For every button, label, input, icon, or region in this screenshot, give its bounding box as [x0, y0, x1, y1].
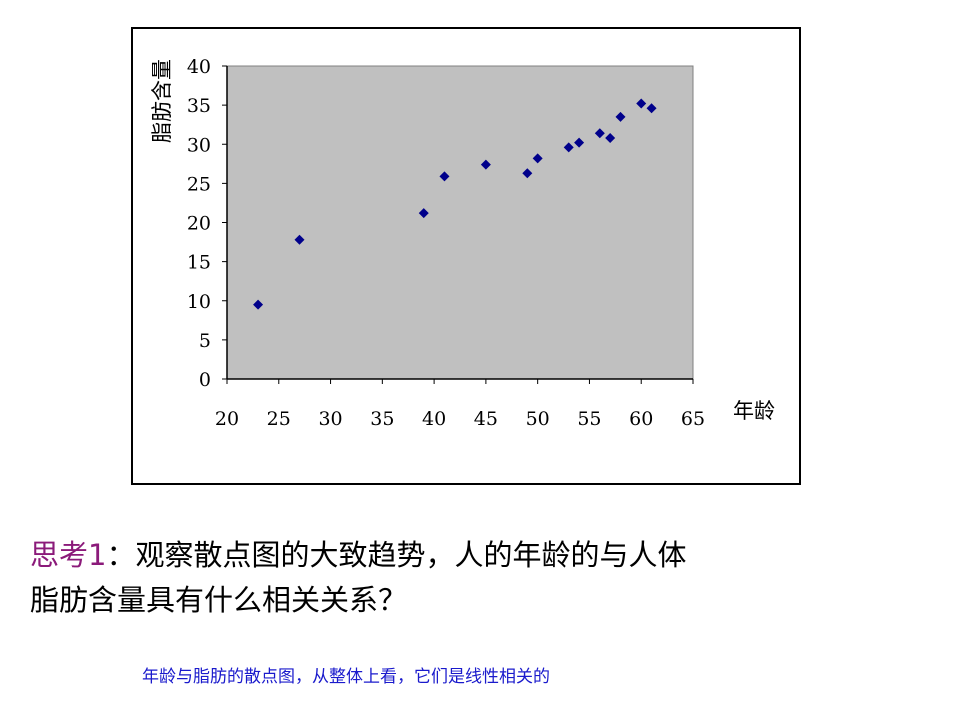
chart-frame: 0 5 10 15 20 25 30 35 40 20 25 30 35 40 45 50 55 60 65 年龄 … — [131, 27, 801, 485]
y-tick-label: 35 — [187, 95, 211, 117]
question-label: 思考1 — [30, 538, 107, 572]
x-tick-label: 55 — [577, 408, 601, 430]
data-point — [574, 137, 585, 148]
data-point — [532, 153, 543, 164]
x-tick-label: 65 — [681, 408, 705, 430]
y-tick-label: 15 — [187, 252, 211, 274]
data-point — [636, 98, 647, 109]
data-point — [439, 171, 450, 182]
x-tick-label: 20 — [215, 408, 239, 430]
data-point — [480, 159, 491, 170]
data-point — [522, 168, 533, 179]
x-tick-label: 25 — [267, 408, 291, 430]
data-point — [594, 128, 605, 139]
data-point — [563, 142, 574, 153]
x-tick-label: 60 — [629, 408, 653, 430]
question-text: 思考1：观察散点图的大致趋势，人的年龄的与人体 脂肪含量具有什么相关关系？ — [30, 533, 930, 623]
question-line-1-text: 观察散点图的大致趋势，人的年龄的与人体 — [135, 538, 687, 572]
y-tick-label: 5 — [199, 330, 211, 352]
data-point — [418, 208, 429, 219]
y-axis-label: 脂肪含量 — [150, 59, 174, 143]
tick-labels: 0 5 10 15 20 25 30 35 40 20 25 30 35 40 45 50 55 60 65 — [187, 56, 705, 430]
data-point — [294, 234, 305, 245]
plot-area — [226, 65, 694, 380]
y-tick-label: 25 — [187, 173, 211, 195]
x-tick-label: 45 — [474, 408, 498, 430]
y-tick-label: 40 — [187, 56, 211, 78]
y-tick-label: 0 — [199, 369, 211, 391]
x-tick-label: 50 — [526, 408, 550, 430]
question-line-2: 脂肪含量具有什么相关关系？ — [30, 583, 408, 617]
data-point — [253, 299, 264, 310]
y-tick-label: 30 — [187, 134, 211, 156]
data-point — [615, 111, 626, 122]
x-tick-label: 30 — [318, 408, 342, 430]
data-point — [605, 132, 616, 143]
x-tick-label: 35 — [370, 408, 394, 430]
x-axis-label: 年龄 — [733, 399, 775, 423]
chart-caption: 年龄与脂肪的散点图，从整体上看，它们是线性相关的 — [142, 667, 550, 687]
data-points — [253, 98, 657, 310]
question-colon: ： — [106, 538, 136, 572]
x-tick-label: 40 — [422, 408, 446, 430]
data-point — [646, 103, 657, 114]
question-line-1: 思考1：观察散点图的大致趋势，人的年龄的与人体 — [30, 533, 930, 578]
tick-marks — [222, 65, 694, 384]
y-tick-label: 10 — [187, 291, 211, 313]
y-tick-label: 20 — [187, 213, 211, 235]
